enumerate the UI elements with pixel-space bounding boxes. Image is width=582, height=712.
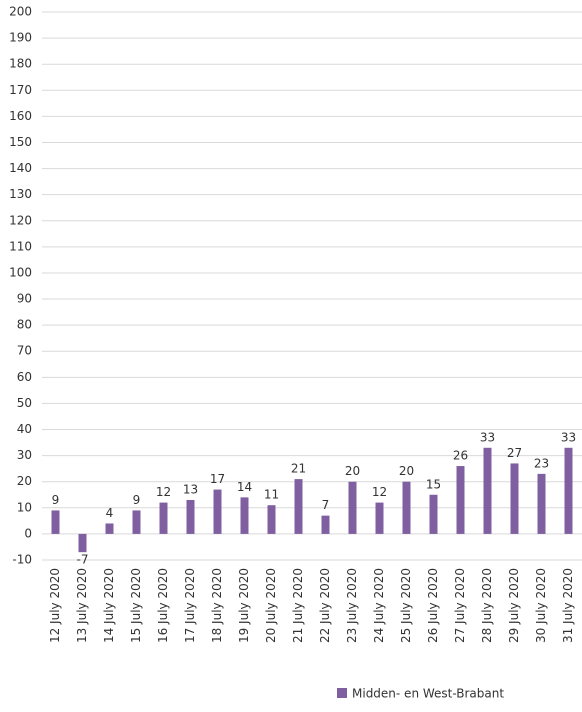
y-tick-label: 160 — [9, 109, 32, 123]
data-label: 33 — [480, 430, 495, 444]
data-label: 9 — [133, 493, 141, 507]
data-label: 7 — [322, 498, 330, 512]
x-tick-label: 17 July 2020 — [183, 568, 197, 643]
x-tick-label: 14 July 2020 — [102, 568, 116, 643]
bar — [483, 447, 492, 534]
x-tick-label: 16 July 2020 — [156, 568, 170, 643]
bar — [402, 481, 411, 534]
x-tick-label: 30 July 2020 — [534, 568, 548, 643]
y-tick-label: 110 — [9, 239, 32, 253]
bar — [321, 515, 330, 534]
y-tick-label: 200 — [9, 5, 32, 19]
x-tick-label: 20 July 2020 — [264, 568, 278, 643]
data-label: 26 — [453, 449, 468, 463]
data-label: 17 — [210, 472, 225, 486]
y-tick-label: 10 — [17, 500, 32, 514]
y-tick-label: 170 — [9, 83, 32, 97]
bar — [78, 533, 87, 553]
y-tick-label: 50 — [17, 396, 32, 410]
x-tick-label: 25 July 2020 — [399, 568, 413, 643]
x-tick-label: 24 July 2020 — [372, 568, 386, 643]
y-tick-label: 80 — [17, 318, 32, 332]
y-tick-label: 180 — [9, 57, 32, 71]
bar — [267, 505, 276, 534]
data-label: 15 — [426, 477, 441, 491]
bar — [240, 497, 249, 534]
y-tick-label: 0 — [24, 526, 32, 540]
bar — [429, 494, 438, 534]
bar — [537, 473, 546, 534]
data-label: 23 — [534, 456, 549, 470]
bar — [456, 466, 465, 534]
x-tick-label: 21 July 2020 — [291, 568, 305, 643]
data-label: 14 — [237, 480, 252, 494]
bar — [105, 523, 114, 534]
bar — [132, 510, 141, 534]
y-tick-label: 40 — [17, 422, 32, 436]
x-tick-label: 22 July 2020 — [318, 568, 332, 643]
y-tick-label: 120 — [9, 213, 32, 227]
data-label: 13 — [183, 482, 198, 496]
bar — [186, 499, 195, 534]
bar — [510, 463, 519, 534]
y-tick-label: 130 — [9, 187, 32, 201]
x-tick-label: 27 July 2020 — [453, 568, 467, 643]
x-tick-label: 28 July 2020 — [480, 568, 494, 643]
data-label: 21 — [291, 462, 306, 476]
data-label: 9 — [52, 493, 60, 507]
bar — [564, 447, 573, 534]
y-tick-label: 140 — [9, 161, 32, 175]
x-tick-label: 31 July 2020 — [561, 568, 575, 643]
data-label: 4 — [106, 506, 114, 520]
data-label: 33 — [561, 430, 576, 444]
data-label: 11 — [264, 488, 279, 502]
x-tick-label: 23 July 2020 — [345, 568, 359, 643]
legend-swatch — [337, 688, 347, 698]
bar — [375, 502, 384, 534]
y-tick-label: 60 — [17, 370, 32, 384]
y-tick-label: -10 — [12, 553, 32, 567]
data-label: 20 — [345, 464, 360, 478]
x-tick-label: 26 July 2020 — [426, 568, 440, 643]
y-tick-label: 20 — [17, 474, 32, 488]
data-label: 12 — [372, 485, 387, 499]
x-tick-label: 29 July 2020 — [507, 568, 521, 643]
x-tick-label: 12 July 2020 — [48, 568, 62, 643]
x-tick-label: 19 July 2020 — [237, 568, 251, 643]
data-label: -7 — [77, 553, 89, 567]
y-tick-label: 100 — [9, 265, 32, 279]
bar — [294, 479, 303, 534]
y-tick-label: 30 — [17, 448, 32, 462]
y-tick-label: 150 — [9, 135, 32, 149]
bar — [51, 510, 60, 534]
y-tick-label: 190 — [9, 31, 32, 45]
x-tick-label: 13 July 2020 — [75, 568, 89, 643]
y-tick-label: 90 — [17, 292, 32, 306]
data-label: 27 — [507, 446, 522, 460]
x-tick-label: 18 July 2020 — [210, 568, 224, 643]
y-tick-label: 70 — [17, 344, 32, 358]
data-label: 12 — [156, 485, 171, 499]
bar — [213, 489, 222, 534]
x-tick-label: 15 July 2020 — [129, 568, 143, 643]
bar — [159, 502, 168, 534]
bar — [348, 481, 357, 534]
data-label: 20 — [399, 464, 414, 478]
legend-label: Midden- en West-Brabant — [352, 687, 504, 701]
